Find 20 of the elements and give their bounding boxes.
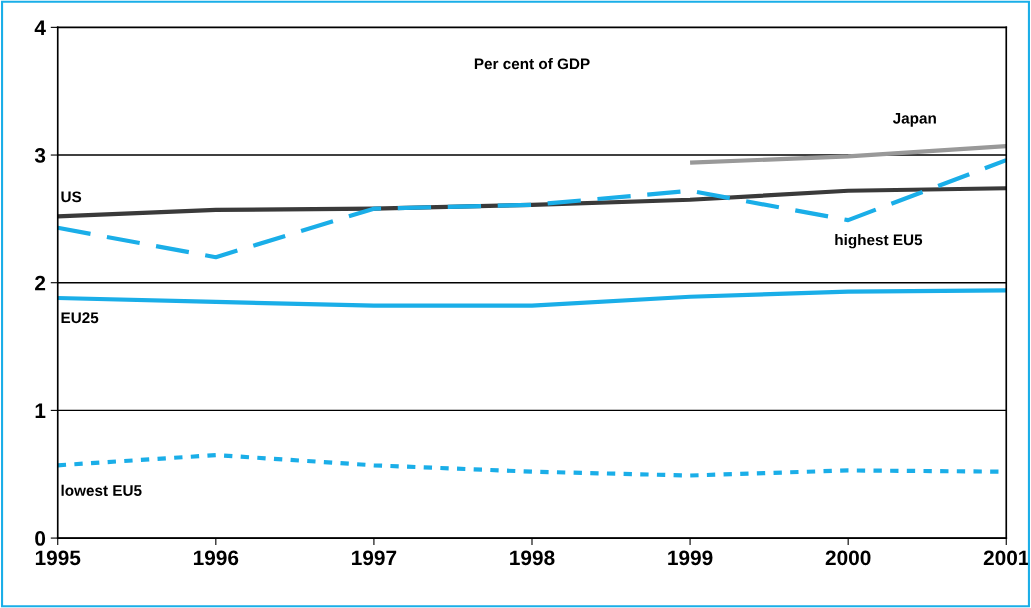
x-tick-label: 1998 [510, 550, 555, 566]
x-tick-label: 1995 [35, 550, 81, 566]
x-tick-label: 1996 [193, 550, 239, 566]
series-label: EU25 [61, 312, 99, 324]
y-tick-label: 4 [34, 20, 46, 35]
series-label: highest EU5 [835, 234, 923, 249]
series-label: lowest EU5 [61, 484, 142, 496]
x-tick-label: 2000 [825, 550, 871, 566]
series-label: US [61, 191, 82, 203]
series-label: Japan [892, 112, 936, 127]
y-tick-label: 0 [35, 531, 46, 546]
x-tick-label: 1997 [352, 550, 397, 566]
y-tick-label: 1 [35, 403, 46, 418]
x-tick-label: 2001 [983, 550, 1029, 566]
line-series [57, 158, 1007, 260]
line-series [57, 288, 1007, 308]
x-tick-label: 1999 [668, 550, 713, 566]
y-tick-label: 2 [35, 275, 46, 291]
y-tick-label: 3 [34, 148, 46, 163]
annotation: Per cent of GDP [474, 58, 590, 70]
